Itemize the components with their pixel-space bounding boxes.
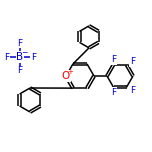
Text: F: F <box>111 55 116 64</box>
Text: F: F <box>111 88 116 97</box>
Text: O: O <box>62 71 70 81</box>
Text: B: B <box>16 52 24 62</box>
Text: F: F <box>4 52 9 62</box>
Text: F: F <box>17 66 22 75</box>
Text: F: F <box>17 39 22 48</box>
Text: F: F <box>130 57 135 66</box>
Text: F: F <box>130 86 135 95</box>
Text: −: − <box>21 48 28 57</box>
Text: F: F <box>31 52 36 62</box>
Text: +: + <box>67 69 73 75</box>
